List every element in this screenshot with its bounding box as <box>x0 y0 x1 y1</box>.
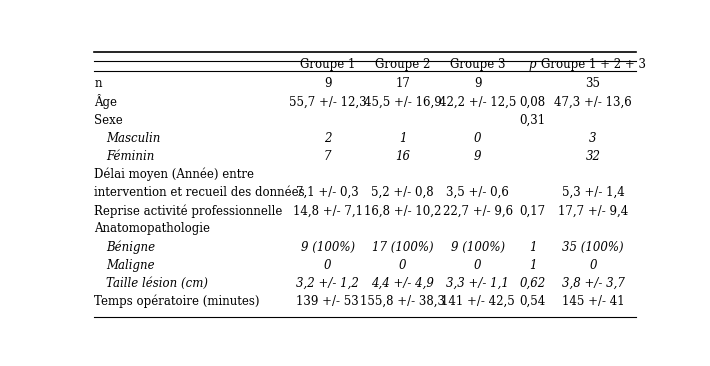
Text: 16: 16 <box>395 150 410 163</box>
Text: intervention et recueil des données: intervention et recueil des données <box>94 186 305 199</box>
Text: 17 (100%): 17 (100%) <box>372 240 434 254</box>
Text: 0: 0 <box>474 132 481 145</box>
Text: Délai moyen (Année) entre: Délai moyen (Année) entre <box>94 168 254 181</box>
Text: 3,3 +/- 1,1: 3,3 +/- 1,1 <box>447 277 509 290</box>
Text: 1: 1 <box>529 240 536 254</box>
Text: Temps opératoire (minutes): Temps opératoire (minutes) <box>94 295 260 308</box>
Text: 9 (100%): 9 (100%) <box>451 240 505 254</box>
Text: Féminin: Féminin <box>106 150 155 163</box>
Text: 0,54: 0,54 <box>519 295 545 308</box>
Text: 155,8 +/- 38,3: 155,8 +/- 38,3 <box>360 295 445 308</box>
Text: Groupe 2: Groupe 2 <box>375 58 430 71</box>
Text: 9: 9 <box>324 77 332 90</box>
Text: 0: 0 <box>474 259 481 272</box>
Text: 22,7 +/- 9,6: 22,7 +/- 9,6 <box>442 204 513 217</box>
Text: 47,3 +/- 13,6: 47,3 +/- 13,6 <box>554 96 632 108</box>
Text: 0: 0 <box>399 259 407 272</box>
Text: 9: 9 <box>474 77 481 90</box>
Text: 9 (100%): 9 (100%) <box>301 240 355 254</box>
Text: Sexe: Sexe <box>94 113 123 127</box>
Text: 14,8 +/- 7,1: 14,8 +/- 7,1 <box>293 204 363 217</box>
Text: Groupe 3: Groupe 3 <box>450 58 506 71</box>
Text: Anatomopathologie: Anatomopathologie <box>94 223 210 235</box>
Text: 7: 7 <box>324 150 332 163</box>
Text: Reprise activité professionnelle: Reprise activité professionnelle <box>94 204 283 217</box>
Text: 35: 35 <box>586 77 601 90</box>
Text: 141 +/- 42,5: 141 +/- 42,5 <box>441 295 515 308</box>
Text: 0: 0 <box>589 259 596 272</box>
Text: 5,3 +/- 1,4: 5,3 +/- 1,4 <box>562 186 624 199</box>
Text: 35 (100%): 35 (100%) <box>562 240 624 254</box>
Text: 16,8 +/- 10,2: 16,8 +/- 10,2 <box>364 204 442 217</box>
Text: 2: 2 <box>324 132 332 145</box>
Text: 17,7 +/- 9,4: 17,7 +/- 9,4 <box>558 204 628 217</box>
Text: Masculin: Masculin <box>106 132 160 145</box>
Text: 3,8 +/- 3,7: 3,8 +/- 3,7 <box>562 277 624 290</box>
Text: Groupe 1: Groupe 1 <box>300 58 356 71</box>
Text: Maligne: Maligne <box>106 259 155 272</box>
Text: 4,4 +/- 4,9: 4,4 +/- 4,9 <box>371 277 435 290</box>
Text: 139 +/- 53: 139 +/- 53 <box>296 295 359 308</box>
Text: 55,7 +/- 12,3: 55,7 +/- 12,3 <box>289 96 366 108</box>
Text: n: n <box>94 77 102 90</box>
Text: Âge: Âge <box>94 94 117 109</box>
Text: 0: 0 <box>324 259 332 272</box>
Text: p: p <box>529 58 536 71</box>
Text: 3,2 +/- 1,2: 3,2 +/- 1,2 <box>296 277 359 290</box>
Text: 9: 9 <box>474 150 481 163</box>
Text: Bénigne: Bénigne <box>106 240 155 254</box>
Text: 3,5 +/- 0,6: 3,5 +/- 0,6 <box>447 186 509 199</box>
Text: 0,62: 0,62 <box>519 277 545 290</box>
Text: 145 +/- 41: 145 +/- 41 <box>562 295 624 308</box>
Text: 17: 17 <box>395 77 410 90</box>
Text: 45,5 +/- 16,9: 45,5 +/- 16,9 <box>364 96 442 108</box>
Text: 0,08: 0,08 <box>520 96 545 108</box>
Text: 0,17: 0,17 <box>520 204 545 217</box>
Text: 32: 32 <box>586 150 601 163</box>
Text: 42,2 +/- 12,5: 42,2 +/- 12,5 <box>439 96 516 108</box>
Text: 7,1 +/- 0,3: 7,1 +/- 0,3 <box>296 186 359 199</box>
Text: 3: 3 <box>589 132 596 145</box>
Text: 0,31: 0,31 <box>520 113 545 127</box>
Text: Groupe 1 + 2 + 3: Groupe 1 + 2 + 3 <box>540 58 645 71</box>
Text: 1: 1 <box>399 132 407 145</box>
Text: 5,2 +/- 0,8: 5,2 +/- 0,8 <box>371 186 434 199</box>
Text: Taille lésion (cm): Taille lésion (cm) <box>106 277 208 290</box>
Text: 1: 1 <box>529 259 536 272</box>
